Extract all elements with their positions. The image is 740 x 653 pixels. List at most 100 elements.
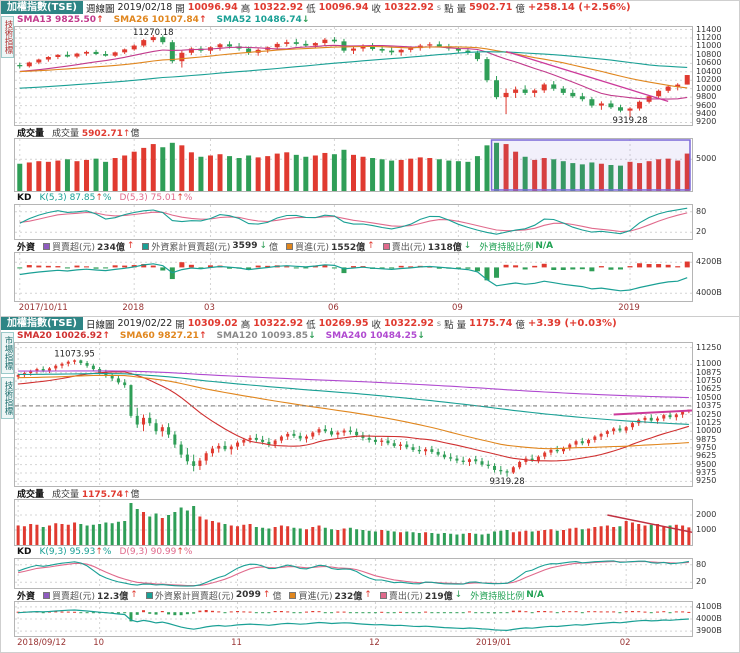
axis-tick-label: 9600: [696, 100, 717, 110]
axis-tick-label: 5000: [696, 154, 717, 164]
legend-swatch-icon: [289, 591, 297, 599]
up-arrow-icon: ↑: [198, 15, 207, 25]
weekly-panel: 加權指數(TSE) 週線圖 2019/02/18 開 10096.94 高 10…: [1, 1, 739, 316]
svg-text:9319.28: 9319.28: [612, 116, 647, 125]
daily-volume-chart[interactable]: [14, 499, 693, 547]
up-arrow-icon: ↑: [126, 241, 135, 251]
up-arrow-icon: ↑: [367, 241, 375, 251]
foreign-legend-item: 買賣超(元) 12.3億 ↑: [43, 589, 138, 601]
daily-price-chart[interactable]: 11073.95 9319.28: [14, 342, 693, 488]
down-arrow-icon: ↓: [417, 331, 425, 342]
tab-technical-indicators[interactable]: 技術指標: [1, 16, 14, 58]
axis-tick-label: 9250: [696, 476, 717, 486]
close-label: 收: [371, 319, 382, 331]
volume-series-value: 1175.74: [81, 489, 123, 500]
low-value: 10269.95: [318, 318, 369, 330]
weekly-foreign-header: 外資 買賣超(元) 234億 ↑ 外資累計買賣超(元) 3599 ↓ 億買進(元) 15…: [14, 240, 739, 252]
daily-foreign-header: 外資 買賣超(元) 12.3億 ↑ 外資累計買賣超(元) 2099 ↑ 億買進(元) 2…: [14, 589, 739, 601]
percent-sign: %: [183, 547, 193, 558]
daily-volume-axis: 2000 1000: [693, 499, 739, 546]
down-arrow-icon: ↓: [301, 15, 310, 25]
open-label: 開: [175, 319, 185, 331]
weekly-volume-chart[interactable]: [14, 138, 693, 192]
up-arrow-icon: ↑: [122, 128, 131, 139]
weekly-left-tabs: 技術指標: [1, 14, 14, 316]
x-axis-label: 2017/10/11: [18, 303, 68, 313]
axis-tick-label: 9625: [696, 451, 717, 461]
daily-foreign-chart[interactable]: [14, 601, 693, 638]
daily-instrument-label[interactable]: 加權指數(TSE): [1, 317, 83, 331]
point-unit-label: 點: [444, 3, 454, 15]
sma-legend-item: SMA20 10026.92↑: [17, 331, 110, 342]
weekly-price-axis: 11400 11200 11000 10800 10600 10400 10200 10000…: [693, 24, 739, 127]
tick-flag: s: [436, 319, 442, 329]
sma-legend-item: SMA26 10107.84↑: [113, 15, 207, 25]
close-value: 10322.92: [384, 318, 434, 330]
volume-value: 5902.71: [469, 2, 513, 13]
weekly-kd-header: KD K(5,3) 87.85↑% D(5,3) 75.01↑%: [14, 192, 739, 204]
daily-x-axis: 2018/09/12 10 11 12 2019/01 02: [14, 637, 693, 650]
weekly-chart-type: 週線圖: [86, 3, 115, 15]
k-label: K(9,3): [39, 547, 67, 558]
daily-price-axis: 11250 11000 10875 10750 10625 10500 10375 10250…: [693, 342, 739, 487]
down-arrow-icon: ↓: [259, 241, 268, 251]
foreign-section-label: 外資: [17, 242, 36, 253]
daily-volume-header: 成交量 成交量 1175.74↑億: [14, 487, 739, 500]
axis-tick-label: 10250: [696, 409, 722, 419]
axis-tick-label: 4000B: [696, 614, 722, 624]
axis-tick-label: 9375: [696, 468, 717, 477]
axis-tick-label: 20: [696, 577, 707, 587]
axis-tick-label: 20: [696, 227, 707, 237]
axis-tick-label: 10875: [696, 367, 722, 377]
high-label: 高: [240, 319, 251, 331]
volume-unit: 億: [515, 3, 525, 15]
percent-sign: %: [102, 547, 112, 558]
axis-tick-label: 10375: [696, 401, 722, 411]
foreign-legend-item: 外資累計買賣超(元) 2099 ↑ 億: [145, 589, 281, 601]
axis-tick-label: 4100B: [696, 601, 722, 611]
weekly-instrument-label[interactable]: 加權指數(TSE): [1, 1, 83, 14]
axis-tick-label: 9875: [696, 434, 717, 444]
high-value: 10322.92: [253, 2, 304, 13]
volume-series-value: 5902.71: [81, 128, 123, 139]
kd-section-label: KD: [17, 193, 32, 203]
daily-kd-chart[interactable]: [14, 558, 693, 590]
axis-tick-label: 9200: [696, 117, 717, 127]
tab-market-indicators[interactable]: 市場指標: [1, 332, 14, 375]
open-value: 10309.02: [187, 318, 238, 330]
tick-flag: s: [436, 3, 442, 12]
volume-section-label: 成交量: [17, 489, 45, 500]
daily-kd-header: KD K(9,3) 95.93↑% D(9,3) 90.99↑%: [14, 546, 739, 558]
volume-label: 量: [456, 319, 467, 331]
weekly-price-chart[interactable]: 11270.18 9319.28: [14, 26, 693, 126]
sma-legend-item: SMA240 10484.25↓: [325, 331, 425, 342]
foreign-legend-item: 外資持股比例 N/A: [470, 590, 545, 602]
axis-tick-label: 10625: [696, 384, 722, 394]
k-label: K(5,3): [39, 193, 67, 203]
sma-legend-item: SMA52 10486.74↓: [216, 15, 310, 25]
axis-tick-label: 1000: [696, 525, 717, 535]
axis-tick-label: 11000: [696, 359, 722, 369]
tab-technical-indicators[interactable]: 技術指標: [1, 377, 14, 420]
up-arrow-icon: ↑: [198, 331, 207, 342]
up-arrow-icon: ↑: [96, 15, 104, 25]
legend-swatch-icon: [382, 242, 390, 250]
weekly-kd-chart[interactable]: [14, 204, 693, 240]
axis-tick-label: 11400: [696, 24, 722, 34]
up-arrow-icon: ↑: [176, 193, 184, 203]
x-axis-label: 2019: [618, 303, 640, 313]
legend-swatch-icon: [145, 591, 153, 599]
low-label: 低: [306, 319, 316, 331]
volume-series-unit: 億: [130, 128, 140, 139]
foreign-legend-item: 外資累計買賣超(元) 3599 ↓ 億: [142, 240, 278, 252]
x-axis-label: 10: [93, 638, 105, 649]
change-value: +3.39 (+0.03%): [527, 318, 617, 330]
x-axis-label: 11: [231, 638, 242, 649]
weekly-foreign-chart[interactable]: [14, 252, 693, 302]
legend-swatch-icon: [43, 242, 51, 250]
open-value: 10096.94: [187, 2, 238, 13]
axis-tick-label: 10500: [696, 392, 722, 402]
foreign-legend-item: 買進(元) 232億 ↑: [289, 589, 372, 601]
low-value: 10096.94: [318, 2, 369, 13]
sma-legend-item: SMA13 9825.50↑: [17, 15, 104, 25]
